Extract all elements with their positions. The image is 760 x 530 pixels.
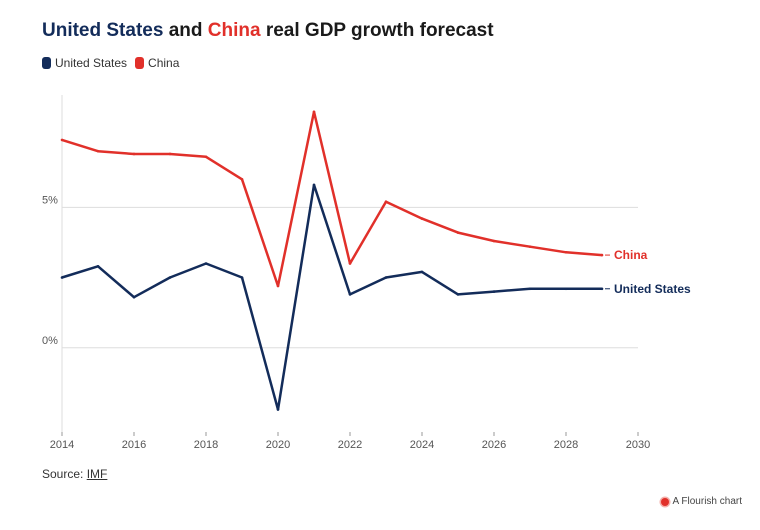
legend-label-us: United States <box>55 56 128 70</box>
series-end-label: United States <box>614 282 691 296</box>
title-us: United States <box>42 20 164 41</box>
data-point[interactable] <box>420 270 424 274</box>
data-point[interactable] <box>420 217 424 220</box>
data-point[interactable] <box>564 287 568 291</box>
data-point[interactable] <box>600 253 604 257</box>
flourish-label: A Flourish chart <box>672 496 742 507</box>
data-point[interactable] <box>204 155 208 159</box>
data-point[interactable] <box>312 183 316 187</box>
data-point[interactable] <box>384 276 388 279</box>
x-tick-label: 2018 <box>194 439 218 451</box>
legend-label-china: China <box>148 56 180 70</box>
x-tick-label: 2026 <box>482 439 506 451</box>
data-point[interactable] <box>204 262 208 265</box>
flourish-logo-icon <box>660 497 669 506</box>
x-tick-label: 2016 <box>122 439 146 451</box>
source-link[interactable]: IMF <box>86 467 108 481</box>
data-point[interactable] <box>492 239 496 243</box>
legend-item-china[interactable]: China <box>135 56 179 70</box>
data-point[interactable] <box>528 287 532 291</box>
data-point[interactable] <box>456 231 460 234</box>
data-point[interactable] <box>528 245 532 248</box>
data-point[interactable] <box>96 265 100 268</box>
data-point[interactable] <box>60 276 64 279</box>
x-tick-label: 2024 <box>410 439 434 451</box>
x-tick-label: 2014 <box>50 439 74 451</box>
data-point[interactable] <box>492 290 496 293</box>
title-china: China <box>207 20 261 41</box>
x-tick-label: 2020 <box>266 439 290 451</box>
series-line-us[interactable] <box>61 183 602 411</box>
data-point[interactable] <box>132 295 136 299</box>
data-point[interactable] <box>564 250 568 254</box>
data-point[interactable] <box>384 200 388 204</box>
data-point[interactable] <box>348 293 352 296</box>
data-point[interactable] <box>240 276 244 279</box>
source-label: Source: <box>42 467 87 481</box>
x-tick-label: 2022 <box>338 439 362 451</box>
data-point[interactable] <box>312 110 316 114</box>
legend-swatch-china <box>135 57 145 69</box>
y-tick-label: 5% <box>42 194 58 206</box>
data-point[interactable] <box>168 276 172 279</box>
legend-item-us[interactable]: United States <box>42 56 127 70</box>
series-line-china[interactable] <box>61 110 603 288</box>
series-end-label: China <box>614 248 648 262</box>
title-and: and <box>163 20 208 41</box>
title-rest: real GDP growth forecast <box>260 20 494 41</box>
x-tick-label: 2028 <box>554 439 578 451</box>
data-point[interactable] <box>168 152 172 156</box>
data-point[interactable] <box>456 293 460 296</box>
flourish-credit[interactable]: A Flourish chart <box>660 496 742 507</box>
data-point[interactable] <box>132 152 136 156</box>
data-point[interactable] <box>276 408 280 411</box>
legend-swatch-us <box>42 57 51 69</box>
data-point[interactable] <box>60 138 64 142</box>
data-point[interactable] <box>96 149 100 153</box>
source-note: Source: IMF <box>42 467 107 481</box>
data-point[interactable] <box>276 284 280 288</box>
data-point[interactable] <box>600 287 604 291</box>
x-tick-label: 2030 <box>626 439 650 451</box>
y-tick-label: 0% <box>42 335 58 347</box>
legend: United States China <box>42 56 179 70</box>
data-point[interactable] <box>240 177 244 181</box>
data-point[interactable] <box>348 262 352 265</box>
chart-title: United States and China real GDP growth … <box>42 20 494 42</box>
